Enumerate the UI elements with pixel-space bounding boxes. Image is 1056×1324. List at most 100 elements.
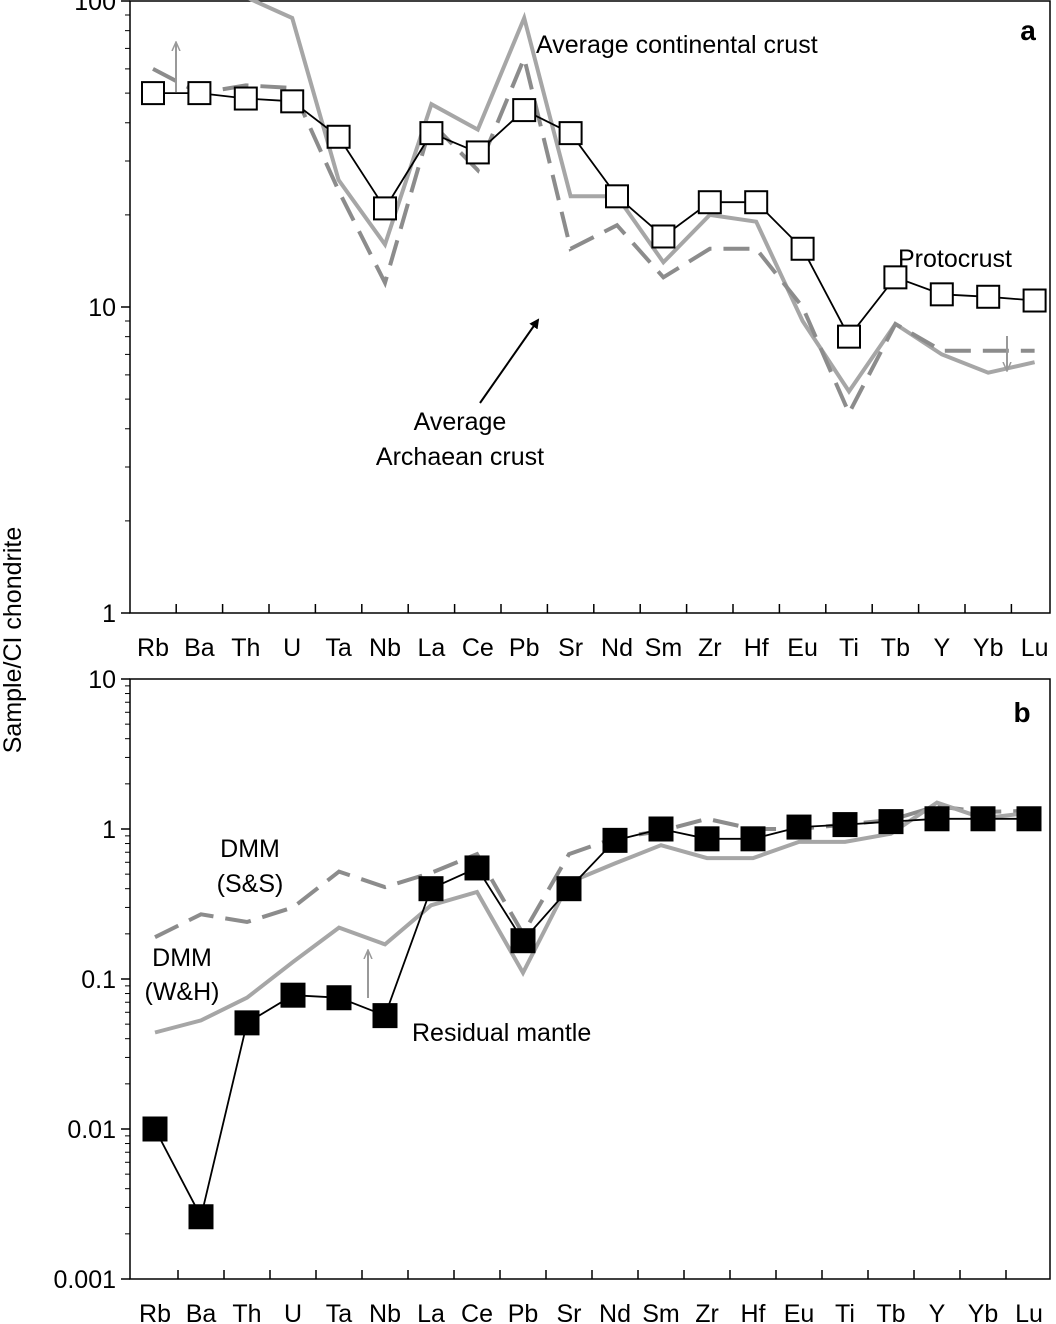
x-tick-label: La [417, 1300, 445, 1324]
data-point-residual-mantle [372, 1003, 398, 1029]
y-tick-label: 1 [102, 816, 116, 844]
annotation-protocrust: Protocrust [898, 245, 1012, 273]
y-tick-label: 0.01 [67, 1116, 116, 1144]
y-tick-label: 10 [88, 666, 116, 694]
data-point-protocrust [512, 98, 537, 123]
x-tick-label: Ta [325, 634, 352, 662]
data-point-protocrust [651, 224, 676, 249]
x-tick-label: Zr [698, 634, 722, 662]
data-point-protocrust [558, 121, 583, 146]
data-point-protocrust [141, 81, 165, 106]
panel-b-chart: 0.001 0.01 0.1 1 10 Rb Ba Th U Ta Nb La Ce Pb Sr Nd Sm Zr… [53, 666, 1051, 1324]
data-point-protocrust [465, 140, 490, 165]
x-tick-label: Ce [461, 1300, 493, 1324]
x-tick-label: Nb [369, 634, 401, 662]
panel-a-axes: 1 10 100 Rb Ba Th U Ta Nb La Ce Pb Sr Nd Sm Zr Hf Eu Ti Tb Y… [74, 0, 1048, 662]
panel-a-frame [129, 0, 1051, 614]
data-point-protocrust [187, 81, 212, 106]
annotation-dmm-wh: DMM [152, 944, 212, 972]
x-tick-label: Nd [599, 1300, 631, 1324]
x-tick-label: Lu [1021, 634, 1049, 662]
annotation-residual-mantle: Residual mantle [412, 1019, 591, 1047]
data-point-protocrust [744, 190, 769, 215]
x-tick-label: Ta [326, 1300, 353, 1324]
y-tick-label: 10 [88, 294, 116, 322]
panel-a-chart: 1 10 100 Rb Ba Th U Ta Nb La Ce Pb Sr Nd Sm Zr Hf Eu Ti Tb Y… [74, 0, 1051, 662]
x-tick-label: Yb [968, 1300, 999, 1324]
x-tick-label: Ba [184, 634, 215, 662]
data-point-residual-mantle [970, 806, 996, 832]
data-point-residual-mantle [280, 982, 306, 1008]
panel-b-axes: 0.001 0.01 0.1 1 10 Rb Ba Th U Ta Nb La Ce Pb Sr Nd Sm Zr… [53, 666, 1042, 1324]
data-point-protocrust [373, 196, 397, 221]
x-tick-label: Yb [973, 634, 1004, 662]
data-point-residual-mantle [694, 826, 720, 852]
x-tick-label: Ti [839, 634, 859, 662]
x-tick-label: Rb [139, 1300, 171, 1324]
x-tick-label: Y [929, 1300, 946, 1324]
data-point-residual-mantle [556, 876, 582, 902]
data-point-residual-mantle [1016, 806, 1042, 832]
data-point-residual-mantle [602, 827, 628, 853]
data-point-protocrust [883, 265, 908, 290]
panel-a-series [141, 0, 1047, 418]
panel-b-series [142, 800, 1042, 1230]
data-point-protocrust [790, 236, 815, 261]
data-point-protocrust [1022, 288, 1047, 313]
data-point-residual-mantle [740, 826, 766, 852]
data-point-protocrust [233, 86, 258, 111]
x-tick-label: Th [231, 634, 260, 662]
x-tick-label: Sm [645, 634, 683, 662]
x-tick-label: La [417, 634, 445, 662]
x-tick-label: Nb [369, 1300, 401, 1324]
x-tick-label: Y [933, 634, 950, 662]
data-point-protocrust [976, 284, 1001, 309]
x-tick-label: Eu [787, 634, 818, 662]
annotation-average-continental-crust: Average continental crust [536, 31, 818, 59]
data-point-residual-mantle [510, 928, 536, 954]
data-point-protocrust [929, 282, 954, 307]
data-point-protocrust [605, 184, 629, 209]
y-axis-title: Sample/CI chondrite [0, 527, 27, 754]
x-tick-label: Ba [186, 1300, 217, 1324]
series-line-dmm-w-h [154, 800, 1030, 1035]
data-point-protocrust [280, 89, 305, 114]
x-tick-label: Hf [741, 1300, 766, 1324]
x-tick-label: Sm [642, 1300, 680, 1324]
x-tick-label: Th [232, 1300, 261, 1324]
data-point-residual-mantle [924, 806, 950, 832]
data-point-residual-mantle [832, 812, 858, 838]
annotation-dmm-ss: DMM [220, 835, 280, 863]
data-point-residual-mantle [326, 985, 352, 1011]
x-tick-label: Rb [137, 634, 169, 662]
data-point-residual-mantle [464, 855, 490, 881]
x-tick-label: Ce [462, 634, 494, 662]
data-point-protocrust [697, 190, 722, 215]
data-point-residual-mantle [786, 814, 812, 840]
archaean-crust-arrow [479, 318, 540, 404]
x-tick-label: Tb [881, 634, 910, 662]
data-point-residual-mantle [418, 876, 444, 902]
x-tick-label: Sr [557, 1300, 582, 1324]
x-tick-label: Ti [835, 1300, 855, 1324]
data-point-protocrust [326, 124, 351, 149]
x-tick-label: Lu [1015, 1300, 1043, 1324]
x-tick-label: Hf [744, 634, 769, 662]
y-tick-label: 0.001 [53, 1266, 116, 1294]
data-point-residual-mantle [648, 816, 674, 842]
x-tick-label: Zr [695, 1300, 719, 1324]
x-tick-label: Eu [784, 1300, 815, 1324]
data-point-residual-mantle [142, 1116, 168, 1142]
annotation-archaean-crust: Archaean crust [376, 443, 544, 471]
y-tick-label: 0.1 [81, 966, 116, 994]
series-line-protocrust [153, 92, 1035, 339]
x-tick-label: Pb [508, 1300, 539, 1324]
x-tick-label: U [284, 1300, 302, 1324]
data-point-protocrust [837, 324, 861, 349]
series-line-residual-mantle [154, 817, 1029, 1220]
data-point-residual-mantle [234, 1010, 260, 1036]
x-tick-label: Pb [509, 634, 540, 662]
x-tick-label: Nd [601, 634, 633, 662]
x-tick-label: Sr [558, 634, 583, 662]
